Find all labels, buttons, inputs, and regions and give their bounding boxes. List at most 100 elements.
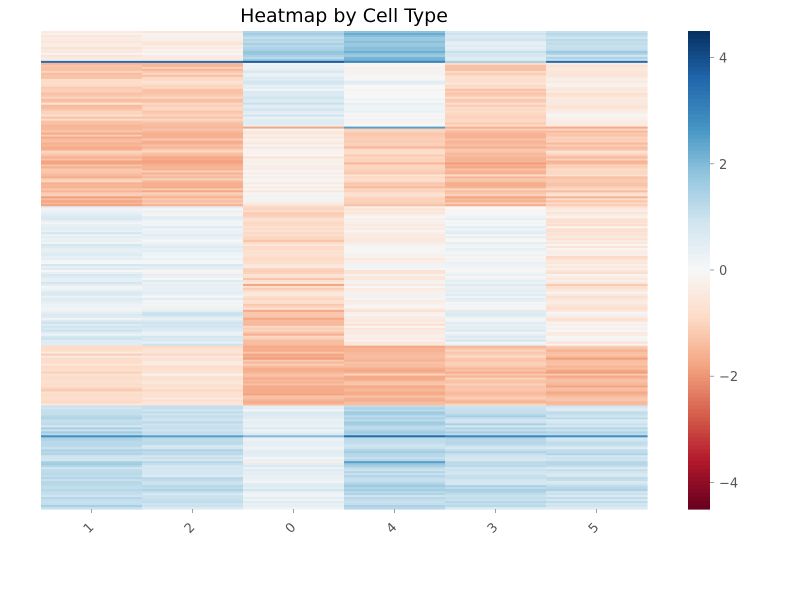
heatmap-cell: [344, 118, 446, 122]
heatmap-cell: [142, 114, 244, 118]
heatmap-cell: [142, 182, 244, 185]
heatmap-cell: [344, 405, 446, 409]
heatmap-cell: [445, 166, 547, 170]
heatmap-cell: [546, 186, 648, 189]
heatmap-cell: [243, 503, 345, 506]
heatmap-cell: [243, 289, 345, 293]
heatmap-cell: [344, 481, 446, 484]
heatmap-cell: [546, 313, 648, 317]
heatmap-cell: [41, 84, 143, 88]
heatmap-cell: [243, 138, 345, 142]
heatmap-cell: [546, 176, 648, 179]
heatmap-cell: [546, 230, 648, 233]
colorbar-segment: [688, 50, 710, 56]
heatmap-cell: [546, 303, 648, 307]
heatmap-cell: [41, 68, 143, 72]
heatmap-cell: [142, 124, 244, 128]
heatmap-cell: [546, 309, 648, 313]
heatmap-cell: [546, 411, 648, 414]
heatmap-cell: [344, 321, 446, 325]
heatmap-cell: [344, 285, 446, 289]
heatmap-cell: [142, 275, 244, 279]
heatmap-cell: [41, 313, 143, 317]
heatmap-cell: [546, 279, 648, 283]
heatmap-cell: [142, 98, 244, 102]
heatmap-cell: [41, 373, 143, 377]
heatmap-cell: [243, 297, 345, 301]
heatmap-cell: [41, 32, 143, 36]
colorbar-segment: [688, 413, 710, 418]
heatmap-cell: [344, 94, 446, 98]
heatmap-cell: [142, 214, 244, 217]
colorbar-segment: [688, 441, 710, 446]
heatmap-cell: [344, 66, 446, 70]
heatmap-cell: [445, 319, 547, 323]
heatmap-cell: [142, 437, 244, 440]
heatmap-cell: [445, 507, 547, 510]
heatmap-cell: [243, 254, 345, 257]
heatmap-cell: [243, 214, 345, 217]
heatmap-cell: [142, 128, 244, 132]
heatmap-cell: [142, 238, 244, 241]
heatmap-cell: [41, 238, 143, 241]
heatmap-cell: [344, 471, 446, 474]
heatmap-cell: [546, 268, 648, 271]
heatmap-cell: [445, 262, 547, 265]
heatmap-cell: [546, 271, 648, 275]
heatmap-cell: [41, 315, 143, 319]
heatmap-cell: [41, 54, 143, 58]
colorbar-segment: [688, 333, 710, 339]
heatmap-cell: [243, 136, 345, 140]
heatmap-cell: [243, 313, 345, 317]
heatmap-cell: [344, 299, 446, 303]
heatmap-cell: [546, 206, 648, 209]
heatmap-cell: [41, 174, 143, 177]
heatmap-cell: [546, 94, 648, 98]
heatmap-cell: [41, 381, 143, 385]
heatmap-cell: [546, 507, 648, 510]
heatmap-cell: [445, 214, 547, 217]
heatmap-cell: [445, 258, 547, 261]
colorbar-segment: [688, 186, 710, 191]
colorbar-segment: [688, 433, 710, 438]
heatmap-cell: [546, 126, 648, 130]
heatmap-cell: [344, 365, 446, 369]
heatmap-cell: [445, 433, 547, 436]
heatmap-cell: [344, 395, 446, 399]
colorbar-segment: [688, 505, 710, 510]
heatmap-cell: [546, 489, 648, 492]
heatmap-cell: [546, 337, 648, 341]
heatmap-cell: [142, 283, 244, 287]
heatmap-cell: [243, 198, 345, 201]
heatmap-cell: [445, 337, 547, 341]
heatmap-cell: [445, 503, 547, 506]
heatmap-cell: [41, 132, 143, 136]
heatmap-cell: [41, 186, 143, 189]
heatmap-cell: [344, 88, 446, 92]
heatmap-cell: [142, 295, 244, 299]
heatmap-cell: [344, 355, 446, 359]
heatmap-cell: [445, 467, 547, 470]
heatmap-cell: [41, 311, 143, 315]
heatmap-cell: [142, 112, 244, 116]
heatmap-cell: [142, 331, 244, 335]
heatmap-cell: [344, 439, 446, 442]
heatmap-cell: [546, 250, 648, 253]
heatmap-cell: [243, 224, 345, 227]
heatmap-cell: [546, 441, 648, 444]
heatmap-cell: [142, 218, 244, 221]
heatmap-cell: [243, 40, 345, 44]
heatmap-cell: [546, 42, 648, 46]
heatmap-cell: [41, 244, 143, 247]
heatmap-cell: [41, 479, 143, 482]
heatmap-cell: [243, 36, 345, 40]
heatmap-cell: [142, 415, 244, 418]
heatmap-cell: [41, 459, 143, 462]
heatmap-cell: [243, 100, 345, 104]
colorbar-segment: [688, 154, 710, 160]
heatmap-cell: [142, 469, 244, 472]
heatmap-cell: [142, 178, 244, 181]
heatmap-cell: [41, 116, 143, 120]
heatmap-cell: [142, 152, 244, 156]
heatmap-cell: [41, 391, 143, 395]
